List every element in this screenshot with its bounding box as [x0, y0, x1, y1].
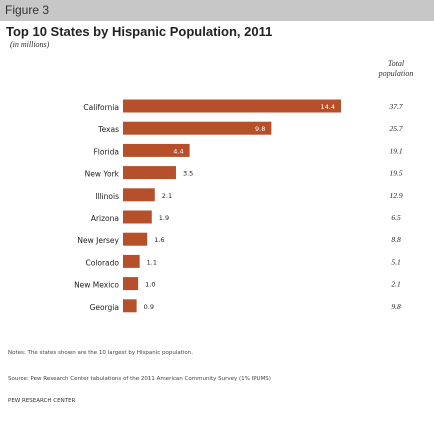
bar-illinois: [123, 188, 155, 202]
bar-new-york: [123, 166, 176, 180]
bar-georgia: [123, 299, 137, 313]
category-label-texas: Texas: [97, 125, 119, 134]
data-label-california: 14.4: [321, 103, 335, 111]
category-label-california: California: [83, 103, 119, 112]
chart-notes: Notes: The states shown are the 10 large…: [8, 350, 194, 356]
data-label-new-york: 3.5: [183, 170, 193, 178]
bar-arizona: [123, 210, 152, 224]
figure-label: Figure 3: [0, 0, 434, 21]
category-label-florida: Florida: [93, 147, 119, 156]
category-label-new-york: New York: [85, 170, 120, 179]
data-label-arizona: 1.9: [159, 214, 169, 222]
total-population-arizona: 6.5: [391, 213, 401, 222]
data-label-georgia: 0.9: [144, 303, 154, 311]
bar-new-jersey: [123, 232, 148, 246]
data-label-florida: 4.4: [173, 147, 183, 155]
category-label-arizona: Arizona: [91, 214, 119, 223]
total-population-colorado: 5.1: [391, 257, 400, 266]
bar-chart: California 14.4 37.7 Texas 9.8 25.7 Florida 4.4…: [74, 99, 403, 313]
total-header-line-2: population: [378, 69, 414, 78]
total-population-texas: 25.7: [389, 124, 402, 133]
total-population-illinois: 12.9: [389, 191, 402, 200]
total-population-new-york: 19.5: [389, 169, 402, 178]
bar-texas: [123, 121, 272, 135]
data-label-new-mexico: 1.0: [145, 281, 155, 289]
category-label-colorado: Colorado: [85, 258, 119, 267]
data-label-texas: 9.8: [255, 125, 265, 133]
total-population-new-jersey: 8.8: [391, 235, 401, 244]
bar-florida: [123, 143, 190, 157]
chart-credit: PEW RESEARCH CENTER: [8, 398, 76, 404]
chart-subtitle: (in millions): [10, 40, 50, 49]
total-population-florida: 19.1: [389, 146, 402, 155]
total-population-new-mexico: 2.1: [391, 280, 400, 289]
bar-california: [123, 99, 341, 113]
category-label-new-mexico: New Mexico: [74, 281, 119, 290]
category-label-georgia: Georgia: [90, 303, 119, 312]
total-header-line-1: Total: [387, 59, 405, 68]
data-label-illinois: 2.1: [162, 192, 172, 200]
data-label-colorado: 1.1: [147, 258, 157, 266]
category-label-new-jersey: New Jersey: [77, 236, 119, 245]
bar-colorado: [123, 254, 140, 268]
total-population-california: 37.7: [388, 102, 402, 111]
total-population-header: Total population: [368, 59, 424, 79]
data-label-new-jersey: 1.6: [154, 236, 164, 244]
chart-title: Top 10 States by Hispanic Population, 20…: [6, 24, 273, 39]
category-label-illinois: Illinois: [95, 192, 119, 201]
bar-new-mexico: [123, 277, 139, 291]
total-population-georgia: 9.8: [391, 302, 401, 311]
chart-source: Source: Pew Research Center tabulations …: [8, 376, 271, 382]
